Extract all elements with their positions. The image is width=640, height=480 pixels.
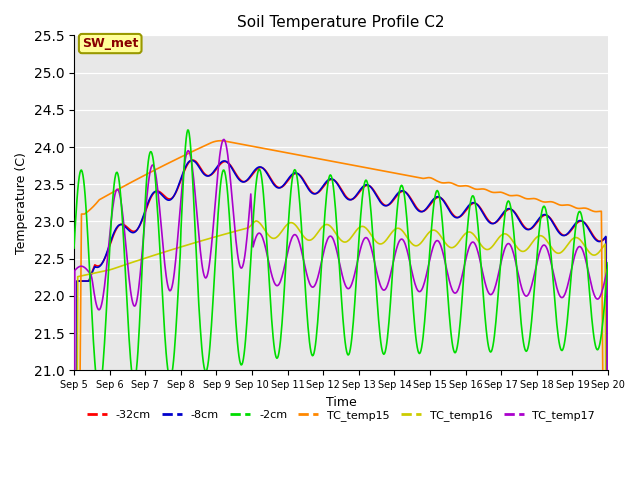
- Title: Soil Temperature Profile C2: Soil Temperature Profile C2: [237, 15, 445, 30]
- Legend: -32cm, -8cm, -2cm, TC_temp15, TC_temp16, TC_temp17: -32cm, -8cm, -2cm, TC_temp15, TC_temp16,…: [83, 406, 600, 425]
- Text: SW_met: SW_met: [82, 37, 138, 50]
- Y-axis label: Temperature (C): Temperature (C): [15, 152, 28, 254]
- X-axis label: Time: Time: [326, 396, 356, 408]
